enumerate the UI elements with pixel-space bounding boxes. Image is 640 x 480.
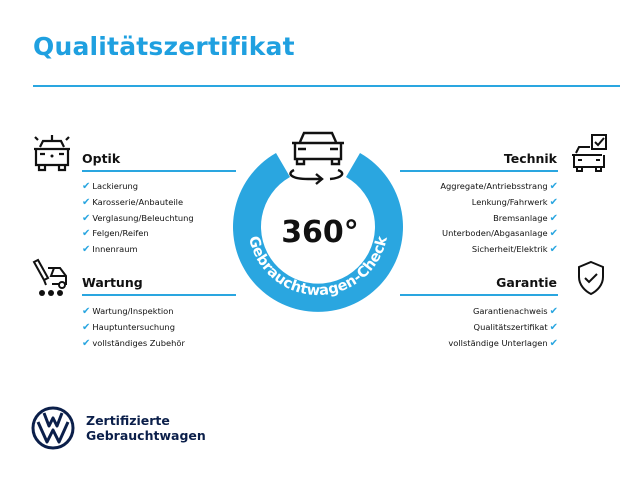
divider	[82, 170, 236, 172]
check-360-badge: 360° Gebrauchtwagen-Check	[233, 131, 404, 312]
check-icon: ✔	[549, 181, 558, 192]
shield-check-icon	[578, 260, 604, 296]
list-item: Aggregate/Antriebsstrang ✔	[440, 181, 558, 192]
service-tools-icon	[32, 258, 67, 296]
footer-brand-text: Zertifizierte Gebrauchtwagen	[86, 413, 206, 443]
section-heading-optik: Optik	[82, 151, 121, 166]
car-checklist-icon	[572, 134, 607, 172]
list-item: ✔ Lackierung	[82, 181, 139, 192]
check-icon: ✔	[549, 321, 558, 333]
wartung-list: ✔ Wartung/Inspektion ✔ Hauptuntersuchung ✔…	[80, 304, 185, 351]
check-icon: ✔	[549, 196, 558, 208]
list-item: Garantienachweis ✔	[472, 306, 558, 317]
divider	[400, 170, 558, 172]
car-rotate-icon	[289, 131, 344, 185]
check-icon: ✔	[549, 306, 558, 317]
check-icon: ✔	[549, 228, 558, 240]
list-item: ✔ Wartung/Inspektion	[82, 306, 174, 317]
divider	[82, 294, 236, 296]
check-icon: ✔	[82, 196, 91, 208]
section-heading-garantie: Garantie	[496, 275, 557, 290]
divider	[33, 85, 620, 87]
check-icon: ✔	[82, 337, 91, 349]
section-heading-technik: Technik	[503, 151, 557, 166]
list-item: Lenkung/Fahrwerk ✔	[471, 196, 558, 208]
list-item: ✔ Verglasung/Beleuchtung	[82, 212, 194, 224]
list-item: Bremsanlage ✔	[493, 212, 558, 224]
list-item: ✔ Hauptuntersuchung	[82, 321, 175, 333]
check-icon: ✔	[82, 228, 91, 240]
list-item: Qualitätszertifikat ✔	[473, 321, 558, 333]
car-lights-icon	[34, 135, 70, 172]
big-label: 360°	[281, 215, 359, 250]
check-icon: ✔	[82, 212, 91, 224]
list-item: ✔ vollständiges Zubehör	[82, 337, 185, 349]
divider	[400, 294, 558, 296]
check-icon: ✔	[549, 244, 558, 256]
page-title: Qualitätszertifikat	[33, 32, 295, 61]
check-icon: ✔	[549, 212, 558, 224]
check-icon: ✔	[82, 321, 91, 333]
check-icon: ✔	[82, 244, 91, 256]
list-item: ✔ Felgen/Reifen	[82, 228, 149, 240]
list-item: Sicherheit/Elektrik ✔	[471, 244, 558, 256]
technik-list: Aggregate/Antriebsstrang ✔ Lenkung/Fahrwe…	[440, 179, 560, 258]
garantie-list: Garantienachweis ✔ Qualitätszertifikat ✔ v…	[448, 304, 560, 351]
optik-list: ✔ Lackierung ✔ Karosserie/Anbauteile ✔ Verg…	[80, 179, 194, 258]
list-item: vollständige Unterlagen ✔	[448, 337, 558, 349]
check-icon: ✔	[82, 306, 91, 317]
ring-arc	[233, 153, 404, 312]
check-icon: ✔	[549, 337, 558, 349]
list-item: Unterboden/Abgasanlage ✔	[442, 228, 558, 240]
list-item: ✔ Innenraum	[82, 244, 138, 256]
check-icon: ✔	[82, 181, 91, 192]
section-heading-wartung: Wartung	[82, 275, 143, 290]
vw-logo	[31, 406, 75, 450]
list-item: ✔ Karosserie/Anbauteile	[82, 196, 184, 208]
